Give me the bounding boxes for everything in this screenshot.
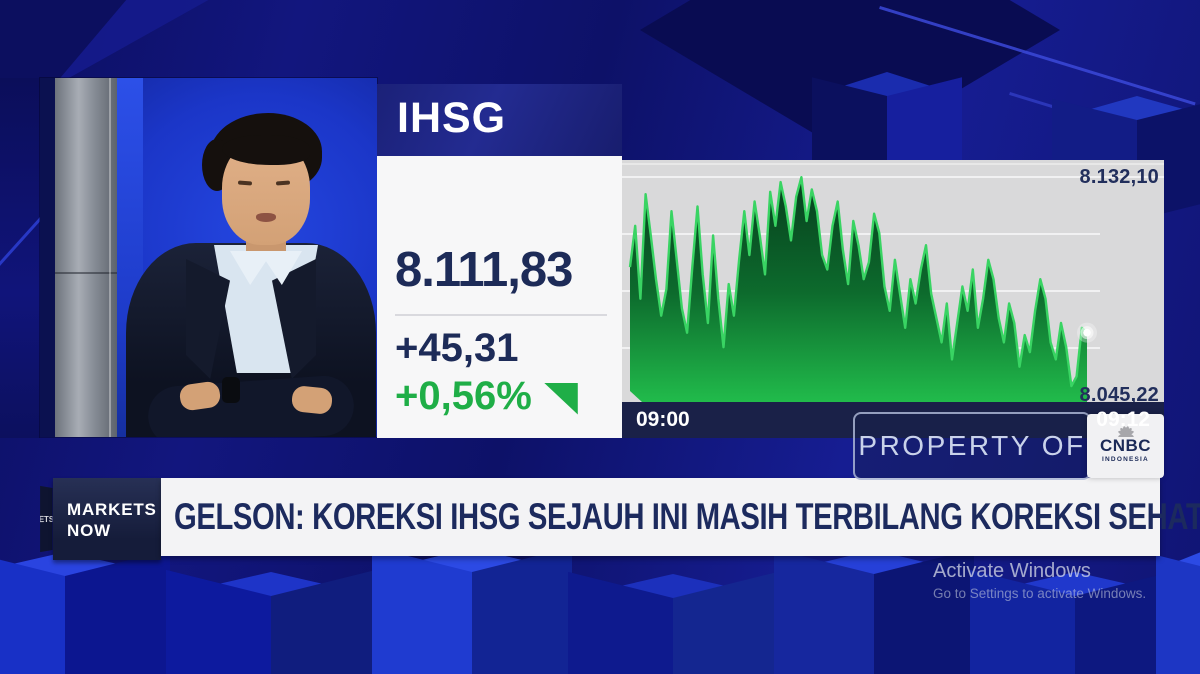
activate-windows-line2: Go to Settings to activate Windows. xyxy=(933,586,1147,601)
last-price-marker xyxy=(1083,328,1091,337)
background-cube xyxy=(166,569,376,674)
percent-change-row: +0,56% xyxy=(395,374,578,419)
background-cube xyxy=(0,549,170,674)
background-cube xyxy=(970,569,1180,674)
background-cube xyxy=(774,549,974,674)
direction-triangle-icon xyxy=(543,382,578,415)
studio-pillar xyxy=(55,78,117,437)
percent-change: +0,56% xyxy=(395,374,532,418)
chart-line xyxy=(628,176,1088,388)
property-of-watermark: PROPERTY OF xyxy=(853,412,1091,480)
chart-time-axis: 09:00 09:12 xyxy=(622,402,1164,438)
speaker-hand xyxy=(290,384,334,416)
lower-third-banner: GELSON: KOREKSI IHSG SEJAUH INI MASIH TE… xyxy=(161,478,1200,556)
markets-now-side-face: ETS xyxy=(40,485,53,553)
ticker-symbol: IHSG xyxy=(397,94,507,142)
background-cube xyxy=(372,547,572,674)
speaker-watch xyxy=(222,377,240,403)
speaker xyxy=(126,113,376,437)
background-cube xyxy=(1156,546,1200,674)
speaker-video xyxy=(40,78,377,437)
program-name-line1: MARKETS xyxy=(67,500,157,519)
cnbc-logo-box: CNBC INDONESIA xyxy=(1087,414,1164,478)
ihsg-intraday-chart: 8.132,10 8.045,22 09:00 09:12 xyxy=(622,160,1164,438)
program-name-line2: NOW xyxy=(67,521,111,541)
cnbc-wordmark: CNBC xyxy=(1099,436,1152,455)
chart-low-label: 8.045,22 xyxy=(1079,384,1159,406)
ticker-quote-panel: 8.111,83 +45,31 +0,56% xyxy=(377,156,622,438)
activate-windows-watermark: Activate Windows Go to Settings to activ… xyxy=(933,560,1146,601)
speaker-face xyxy=(222,135,310,245)
time-end-label: 09:12 xyxy=(1096,408,1150,431)
chart-area-fill xyxy=(630,177,1087,402)
time-start-label: 09:00 xyxy=(636,408,690,431)
area-chart xyxy=(622,163,1164,402)
peacock-icon xyxy=(1117,426,1134,437)
last-price: 8.111,83 xyxy=(395,243,573,297)
divider xyxy=(395,314,607,316)
chart-plot-area: 8.132,10 8.045,22 xyxy=(622,160,1164,406)
chart-high-label: 8.132,10 xyxy=(1079,166,1159,188)
markets-now-bug: MARKETS NOW xyxy=(53,478,161,560)
studio-shadow-edge xyxy=(40,78,55,437)
price-change: +45,31 xyxy=(395,326,519,370)
headline-text: GELSON: KOREKSI IHSG SEJAUH INI MASIH TE… xyxy=(174,496,1200,537)
activate-windows-line1: Activate Windows xyxy=(933,560,1091,582)
background-cube xyxy=(568,571,778,674)
ticker-header: IHSG xyxy=(377,84,622,156)
cnbc-indonesia-label: INDONESIA xyxy=(1102,456,1149,463)
